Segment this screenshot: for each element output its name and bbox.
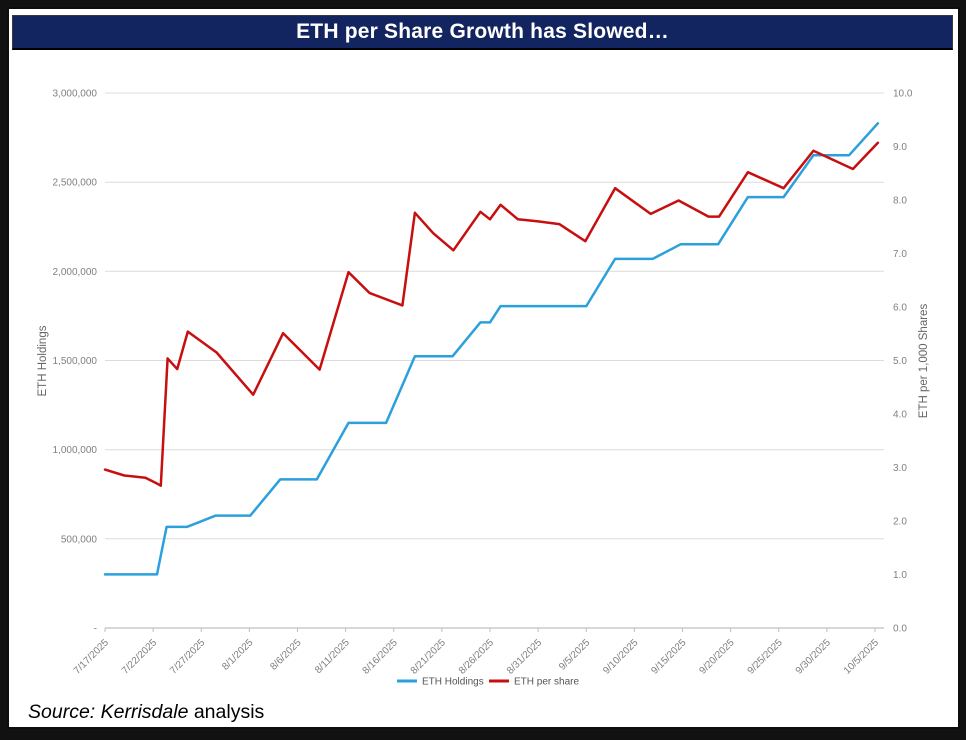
chart-title-bar: ETH per Share Growth has Slowed… <box>12 15 953 50</box>
x-axis-label: 8/11/2025 <box>313 637 352 676</box>
x-axis-label: 8/1/2025 <box>220 637 256 673</box>
y-axis-right-tick-label: 8.0 <box>893 196 907 207</box>
x-axis-label: 9/30/2025 <box>794 637 834 677</box>
x-axis-label: 8/26/2025 <box>457 637 497 677</box>
x-axis-label: 9/20/2025 <box>698 637 738 677</box>
x-axis-label: 9/15/2025 <box>649 637 689 677</box>
x-axis-label: 8/16/2025 <box>361 637 401 677</box>
y-axis-left-tick-label: - <box>94 624 97 635</box>
eth-holdings-line <box>103 122 880 576</box>
x-axis-label: 9/10/2025 <box>601 637 641 677</box>
y-axis-right-tick-label: 6.0 <box>893 303 907 314</box>
chart-title: ETH per Share Growth has Slowed… <box>296 20 669 43</box>
y-axis-right-tick-label: 3.0 <box>893 463 907 474</box>
y-axis-left-title: ETH Holdings <box>37 325 49 396</box>
source-suffix: analysis <box>188 701 265 723</box>
y-axis-left-tick-label: 1,000,000 <box>53 445 98 456</box>
x-axis-label: 8/6/2025 <box>268 637 304 673</box>
x-axis-label: 10/5/2025 <box>842 637 882 677</box>
source-note: Source: Kerrisdale analysis <box>28 701 264 724</box>
y-axis-right-tick-label: 5.0 <box>893 356 907 367</box>
y-axis-right-tick-label: 2.0 <box>893 517 907 528</box>
x-axis-label: 8/21/2025 <box>409 637 449 677</box>
y-axis-left-tick-label: 500,000 <box>61 534 98 545</box>
x-axis-label: 7/22/2025 <box>120 637 160 677</box>
y-axis-right-tick-label: 7.0 <box>893 249 907 260</box>
x-axis-label: 7/27/2025 <box>168 637 208 677</box>
x-axis-label: 8/31/2025 <box>505 637 545 677</box>
y-axis-right-tick-label: 9.0 <box>893 142 907 153</box>
y-axis-right-tick-label: 1.0 <box>893 570 907 581</box>
eth-per-share-line <box>103 141 880 487</box>
x-axis-label: 7/17/2025 <box>72 637 112 677</box>
legend-label-eth-holdings: ETH Holdings <box>422 677 484 688</box>
x-axis-label: 9/25/2025 <box>746 637 786 677</box>
y-axis-left-tick-label: 2,500,000 <box>53 178 98 189</box>
y-axis-left-tick-label: 1,500,000 <box>53 356 98 367</box>
y-axis-left-tick-label: 2,000,000 <box>53 267 98 278</box>
page-frame <box>7 7 960 729</box>
y-axis-left-tick-label: 3,000,000 <box>53 89 98 100</box>
y-axis-right-tick-label: 0.0 <box>893 624 907 635</box>
legend-label-eth-per-share: ETH per share <box>514 677 579 688</box>
source-prefix: Source: Kerrisdale <box>28 701 189 723</box>
y-axis-right-title: ETH per 1,000 Shares <box>918 304 930 419</box>
y-axis-right-tick-label: 4.0 <box>893 410 907 421</box>
y-axis-right-tick-label: 10.0 <box>893 89 913 100</box>
x-axis-label: 9/5/2025 <box>557 637 593 673</box>
